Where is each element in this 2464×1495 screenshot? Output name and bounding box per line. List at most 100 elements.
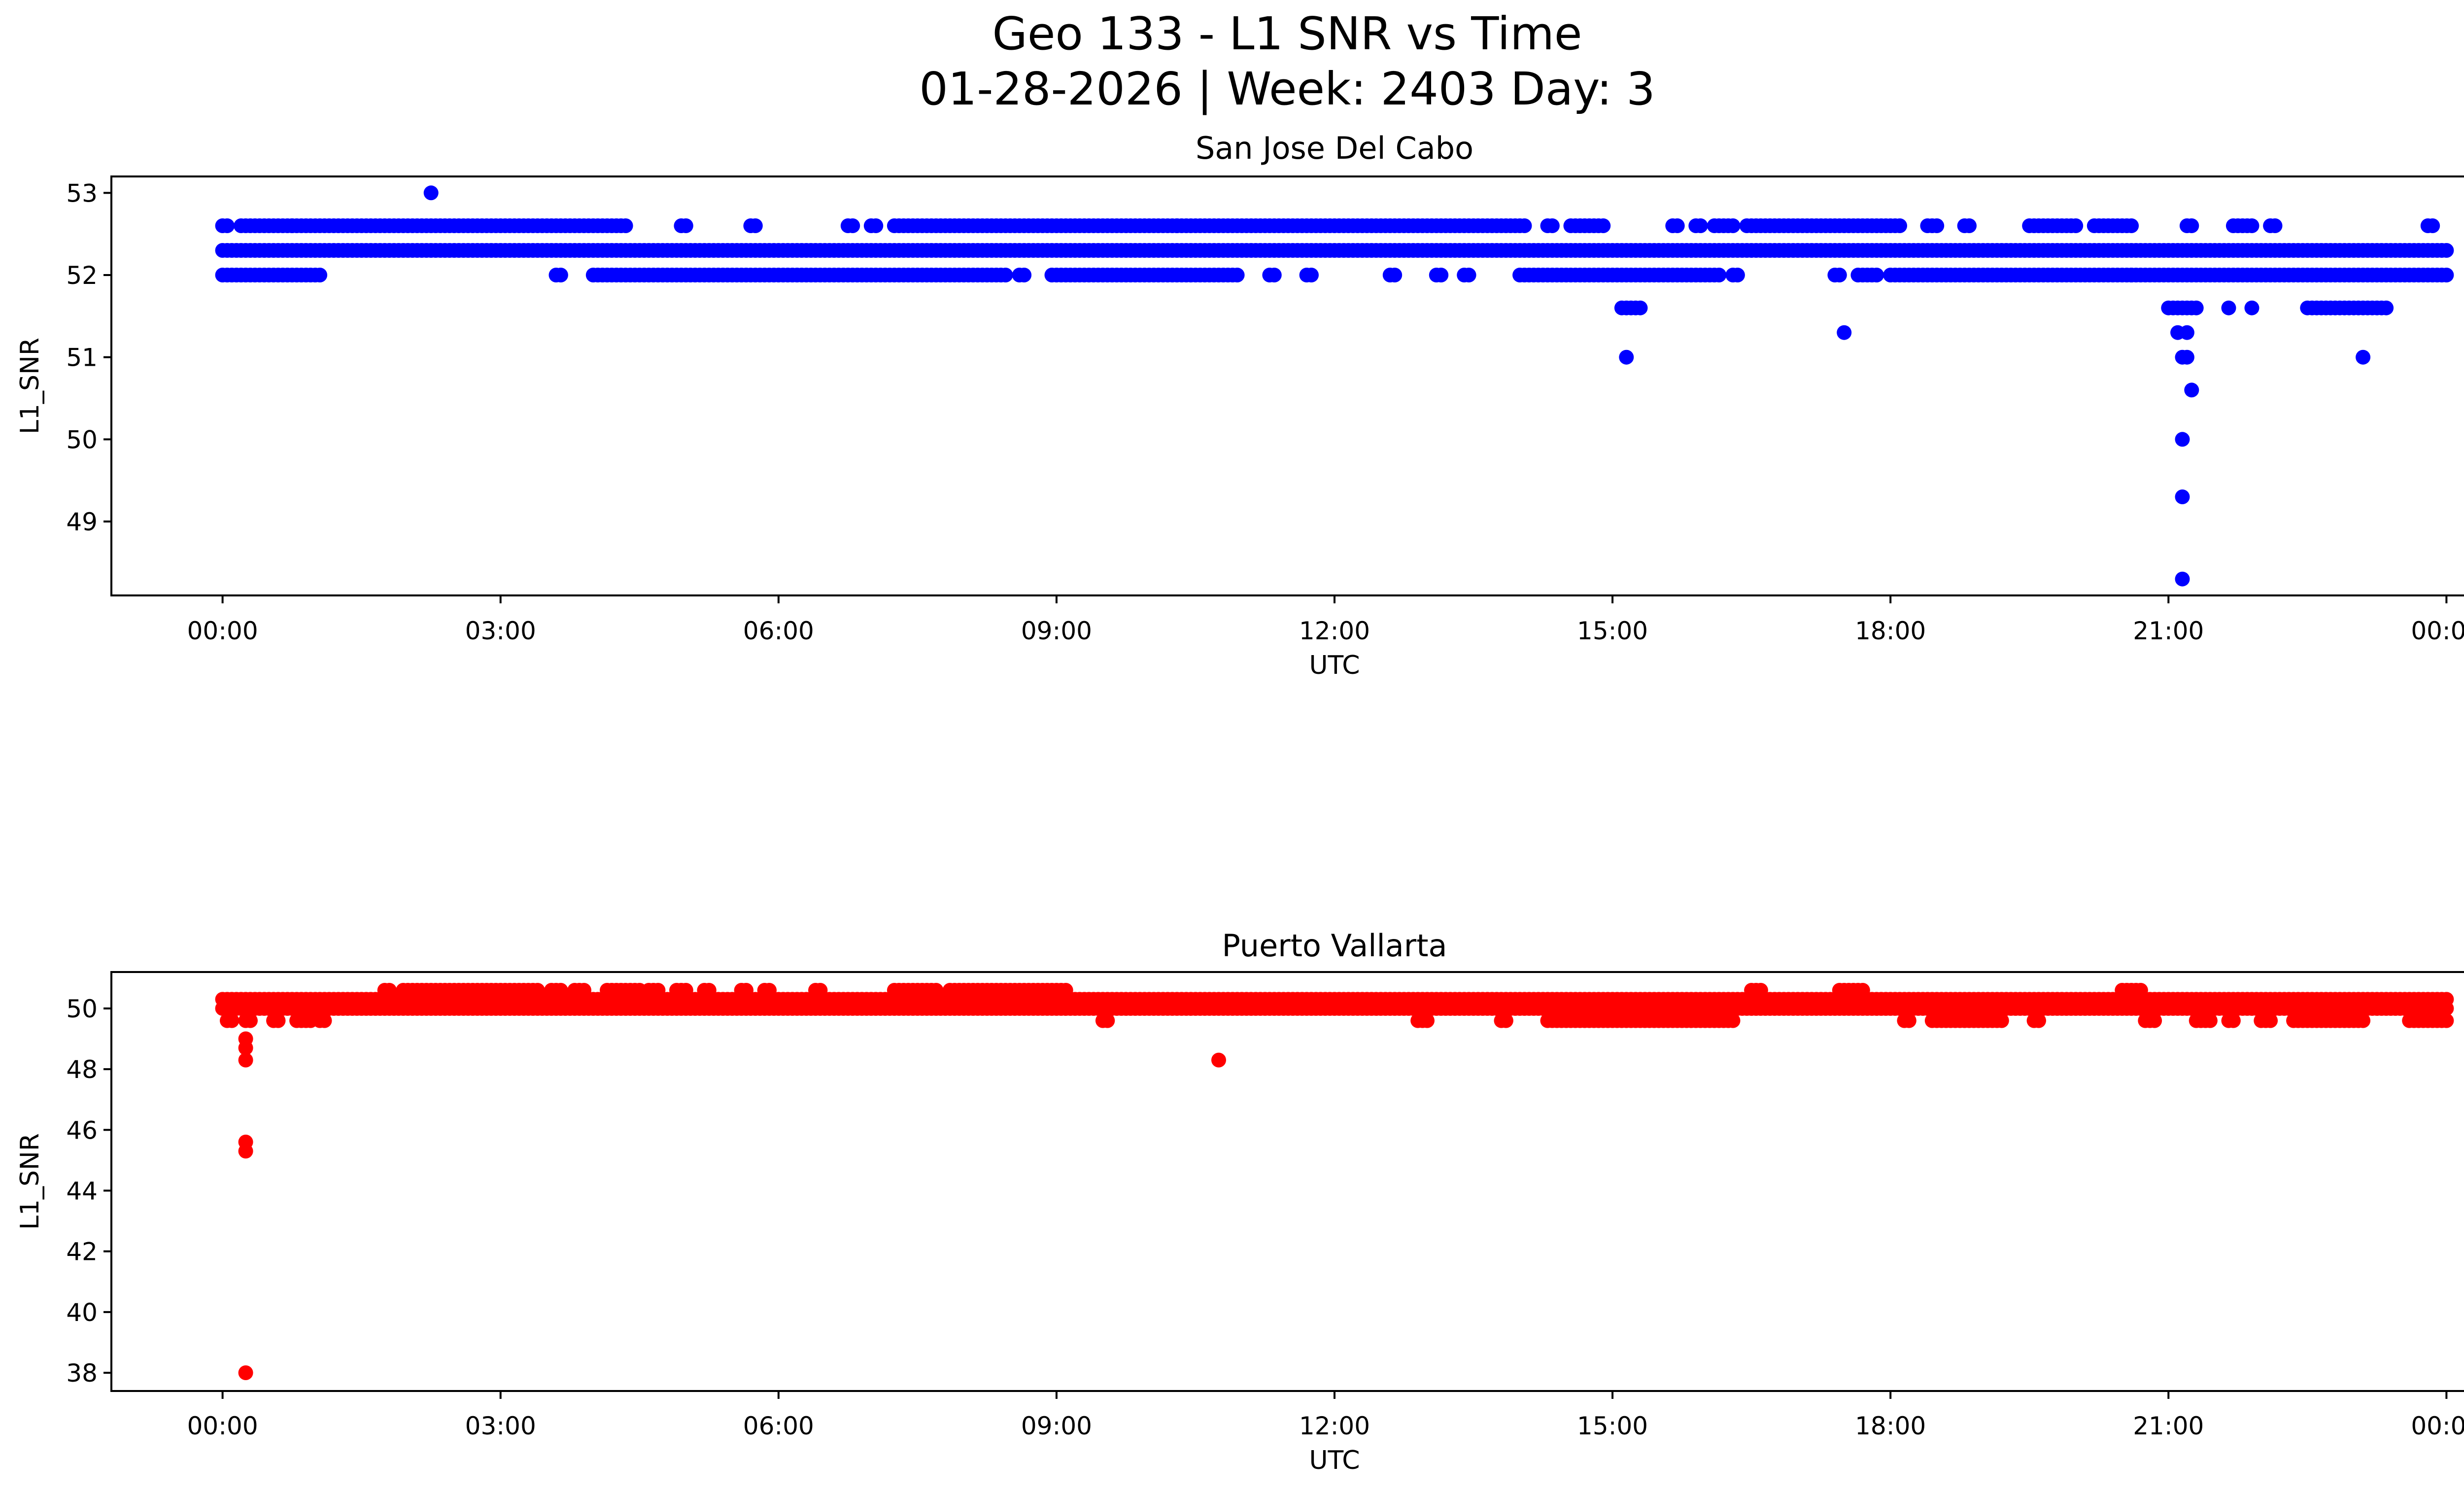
- data-point: [2068, 218, 2084, 233]
- x-tick-label: 21:00: [2133, 617, 2204, 645]
- y-tick-label: 38: [66, 1359, 98, 1388]
- data-point: [2263, 1013, 2278, 1028]
- data-point: [1017, 268, 1032, 282]
- data-point: [312, 268, 328, 282]
- data-point: [238, 1144, 253, 1159]
- data-point: [423, 185, 439, 201]
- x-tick-label: 06:00: [743, 1412, 814, 1440]
- plot-panel-san-jose-del-cabo: San Jose Del Cabo 00:00 03:00 06:00 09:00 12:…: [15, 130, 2464, 680]
- data-point: [2202, 1013, 2218, 1028]
- data-point: [1304, 268, 1319, 282]
- data-point: [701, 983, 717, 998]
- data-point: [382, 983, 397, 998]
- data-point: [2179, 349, 2194, 365]
- panel-title: San Jose Del Cabo: [1196, 130, 1473, 166]
- x-tick-label: 00:00: [187, 617, 258, 645]
- data-point: [1725, 1013, 1741, 1028]
- data-point: [1211, 1052, 1226, 1068]
- data-point: [1837, 325, 1852, 340]
- data-point: [1730, 268, 1745, 282]
- data-point: [317, 1013, 332, 1028]
- data-point: [1387, 268, 1403, 282]
- data-point: [2133, 983, 2148, 998]
- panel-title: Puerto Vallarta: [1222, 928, 1447, 964]
- data-point: [2439, 268, 2454, 282]
- data-point: [2031, 1013, 2046, 1028]
- data-point: [530, 983, 545, 998]
- data-point: [1058, 983, 1073, 998]
- data-points: [215, 983, 2454, 1380]
- x-tick-label: 00:00: [187, 1412, 258, 1440]
- data-point: [2184, 218, 2199, 233]
- data-point: [813, 983, 828, 998]
- data-point: [1633, 300, 1648, 315]
- data-point: [2221, 300, 2236, 315]
- data-point: [2244, 218, 2259, 233]
- data-point: [2425, 218, 2440, 233]
- data-point: [553, 268, 568, 282]
- data-point: [1230, 268, 1245, 282]
- data-point: [2244, 300, 2259, 315]
- x-tick-label: 21:00: [2133, 1412, 2204, 1440]
- data-point: [1753, 983, 1768, 998]
- x-axis-label: UTC: [1309, 651, 1360, 680]
- data-point: [1100, 1013, 1115, 1028]
- data-point: [1901, 1013, 1916, 1028]
- data-point: [2379, 300, 2394, 315]
- data-point: [1892, 218, 1907, 233]
- data-point: [1619, 349, 1634, 365]
- y-tick-label: 50: [66, 995, 98, 1023]
- data-point: [2267, 218, 2283, 233]
- data-point: [998, 268, 1013, 282]
- y-tick-label: 50: [66, 425, 98, 454]
- data-point: [2189, 300, 2204, 315]
- data-points: [215, 185, 2454, 587]
- data-point: [1725, 218, 1741, 233]
- data-point: [2179, 325, 2194, 340]
- data-point: [238, 1052, 253, 1068]
- data-point: [1517, 218, 1532, 233]
- data-point: [2147, 1013, 2162, 1028]
- data-point: [618, 218, 633, 233]
- x-tick-label: 00:00: [2411, 1412, 2464, 1440]
- x-tick-label: 15:00: [1577, 1412, 1648, 1440]
- x-tick-label: 18:00: [1855, 617, 1926, 645]
- y-tick-label: 44: [66, 1177, 98, 1205]
- data-point: [2439, 243, 2454, 258]
- data-point: [1869, 268, 1884, 282]
- data-point: [1266, 268, 1282, 282]
- data-point: [238, 1365, 253, 1380]
- x-tick-label: 09:00: [1021, 1412, 1092, 1440]
- data-point: [2124, 218, 2139, 233]
- data-point: [1434, 268, 1449, 282]
- figure-title-line-2: 01-28-2026 | Week: 2403 Day: 3: [919, 63, 1655, 115]
- data-point: [220, 218, 235, 233]
- data-point: [224, 1013, 240, 1028]
- x-tick-label: 09:00: [1021, 617, 1092, 645]
- x-tick-label: 18:00: [1855, 1412, 1926, 1440]
- data-point: [1693, 218, 1708, 233]
- data-point: [577, 983, 591, 998]
- data-point: [739, 983, 753, 998]
- y-tick-label: 48: [66, 1055, 98, 1084]
- data-point: [928, 983, 944, 998]
- y-axis-label: L1_SNR: [15, 338, 45, 434]
- x-tick-label: 06:00: [743, 617, 814, 645]
- x-tick-label: 12:00: [1299, 1412, 1370, 1440]
- x-tick-label: 15:00: [1577, 617, 1648, 645]
- data-point: [1855, 983, 1870, 998]
- data-point: [271, 1013, 286, 1028]
- y-tick-label: 46: [66, 1116, 98, 1145]
- x-tick-label: 00:00: [2411, 617, 2464, 645]
- data-point: [748, 218, 763, 233]
- data-point: [238, 1041, 253, 1055]
- data-point: [2175, 571, 2190, 587]
- data-point: [868, 218, 884, 233]
- data-point: [2184, 382, 2199, 398]
- data-point: [2439, 1001, 2454, 1016]
- data-point: [2356, 1013, 2371, 1028]
- data-point: [845, 218, 860, 233]
- data-point: [678, 983, 693, 998]
- data-point: [1461, 268, 1476, 282]
